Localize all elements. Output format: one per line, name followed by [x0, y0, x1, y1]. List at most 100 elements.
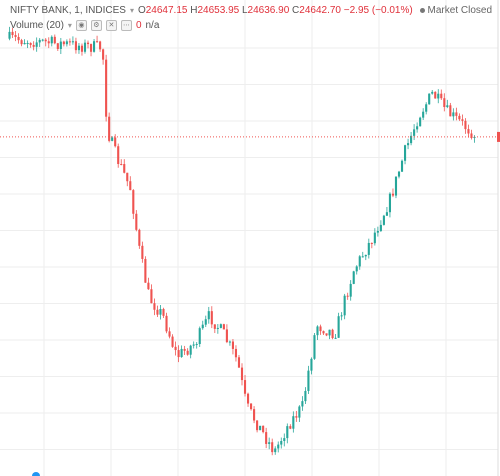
candle [370, 242, 373, 244]
candle [71, 41, 74, 43]
candle [50, 36, 53, 44]
close-value: 24642.70 [299, 5, 341, 16]
candle [114, 137, 117, 147]
candle [237, 357, 241, 368]
close-icon[interactable]: ✕ [105, 20, 117, 31]
chevron-down-icon[interactable]: ▾ [67, 21, 72, 30]
candle [240, 367, 244, 381]
eye-icon[interactable]: ◉ [75, 20, 87, 31]
candle [89, 44, 93, 52]
candle [132, 190, 135, 214]
candle [397, 171, 401, 177]
candle [388, 193, 392, 213]
candle [349, 283, 352, 297]
candle [62, 41, 65, 45]
candle [210, 311, 213, 325]
chevron-down-icon[interactable]: ▾ [129, 6, 134, 15]
candle [11, 31, 14, 36]
candle [446, 105, 449, 108]
candle [83, 42, 87, 52]
ohlc-values: O24647.15 H24653.95 L24636.90 C24642.70 … [137, 5, 413, 16]
candle [286, 426, 289, 439]
candle [250, 403, 253, 410]
candle [361, 256, 364, 258]
candle [219, 324, 222, 328]
candle [153, 303, 156, 310]
candle [367, 242, 370, 255]
volume-label[interactable]: Volume (20) [10, 20, 64, 31]
candle [126, 172, 129, 182]
candle [99, 41, 102, 50]
candle [307, 370, 310, 391]
candle [192, 344, 195, 346]
candle [394, 176, 398, 196]
symbol-legend: NIFTY BANK, 1, INDICES ▾ O24647.15 H2465… [10, 5, 413, 16]
candle [150, 289, 153, 304]
candle [413, 129, 416, 136]
candle [292, 416, 295, 429]
candle [47, 41, 50, 44]
candle [431, 91, 434, 94]
symbol-label[interactable]: NIFTY BANK, 1, INDICES [10, 5, 126, 16]
candle [180, 348, 183, 358]
candle [174, 346, 177, 351]
candle [141, 245, 144, 259]
candle [437, 93, 440, 99]
candle [271, 442, 274, 453]
candle [138, 229, 141, 246]
candle [29, 42, 32, 45]
candle [165, 315, 168, 332]
candle [325, 333, 328, 336]
candle [96, 41, 99, 43]
candle [452, 112, 455, 117]
last-price-marker [497, 131, 500, 142]
candle [177, 350, 180, 358]
candle [316, 326, 319, 336]
candle [443, 98, 446, 108]
candle [120, 164, 123, 166]
candle [403, 145, 407, 161]
candle [340, 315, 343, 317]
settings-icon[interactable]: ⚙ [90, 20, 102, 31]
candle [68, 41, 71, 43]
candle [310, 358, 313, 371]
candle [216, 327, 219, 329]
candle [183, 348, 186, 351]
candle [331, 329, 334, 339]
candle [358, 256, 361, 267]
volume-legend: Volume (20) ▾ ◉ ⚙ ✕ ⋯ 0 n/a [10, 20, 159, 31]
candle [467, 129, 470, 134]
more-icon[interactable]: ⋯ [120, 20, 132, 31]
candle [322, 331, 325, 334]
candle [74, 41, 77, 51]
candle [416, 126, 419, 130]
candle [355, 266, 358, 272]
candle [461, 119, 464, 121]
candle [455, 112, 458, 116]
candle [428, 93, 431, 105]
candle [204, 319, 207, 325]
candle [222, 324, 225, 330]
candle [77, 45, 81, 51]
candle [159, 308, 162, 315]
candle [458, 115, 461, 120]
candle [171, 336, 174, 347]
candle [102, 49, 105, 60]
candle [135, 213, 138, 230]
open-value: 24647.15 [145, 5, 188, 16]
candle [422, 111, 425, 118]
candle [410, 135, 413, 144]
candle [280, 440, 283, 445]
candle [8, 31, 11, 39]
candle [228, 341, 231, 343]
high-value: 24653.95 [197, 5, 240, 16]
candle [59, 41, 62, 49]
candle [92, 41, 96, 52]
candle [189, 345, 192, 355]
candle [343, 295, 346, 316]
candle [162, 308, 165, 316]
candle [147, 282, 150, 290]
candle [464, 120, 467, 130]
